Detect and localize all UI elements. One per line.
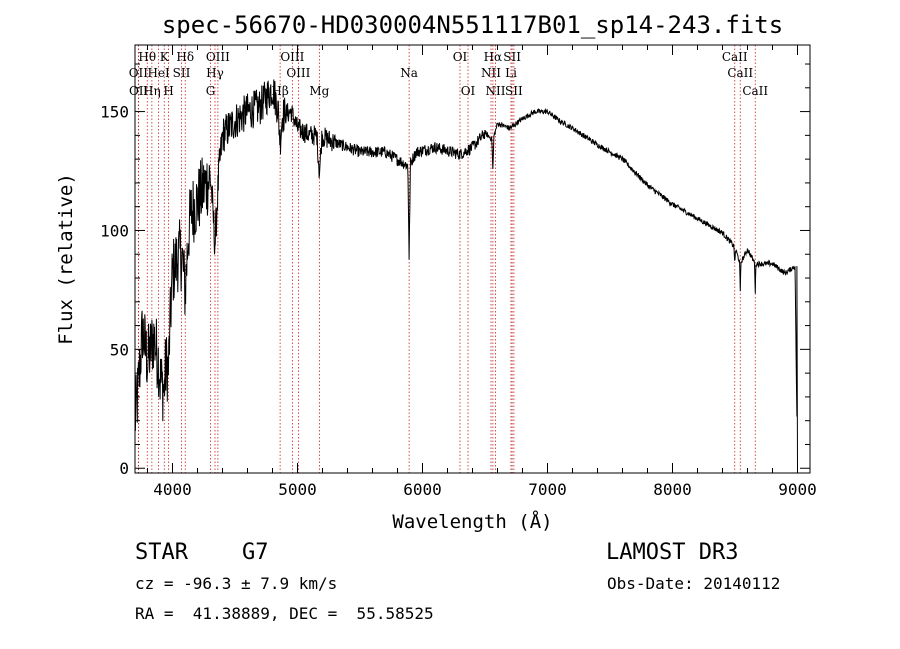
- line-label-K: K: [160, 50, 170, 64]
- line-label-SII: SII: [173, 66, 191, 80]
- axis-ticks: [135, 45, 810, 473]
- x-axis-label: Wavelength (Å): [392, 510, 552, 533]
- line-label-Hα: Hα: [484, 50, 503, 64]
- line-label-G: G: [206, 84, 216, 98]
- spectrum-line: [134, 79, 798, 469]
- object-class: STAR: [135, 540, 188, 565]
- spectral-subclass: G7: [242, 540, 269, 565]
- observation-date: Obs-Date: 20140112: [607, 574, 781, 593]
- line-label-Na: Na: [400, 66, 418, 80]
- line-label-OI: OI: [453, 50, 468, 64]
- x-tick-label: 8000: [653, 480, 692, 499]
- coordinates: RA = 41.38889, DEC = 55.58525: [135, 604, 434, 623]
- y-tick-label: 0: [119, 459, 129, 478]
- line-label-Mg: Mg: [309, 84, 329, 98]
- line-label-H: H: [163, 84, 173, 98]
- line-label-SII: SII: [505, 84, 523, 98]
- y-axis-label: Flux (relative): [55, 173, 77, 345]
- line-label-HeI: HeI: [147, 66, 170, 80]
- line-label-OII: OII: [129, 84, 149, 98]
- line-label-SII: SII: [503, 50, 521, 64]
- line-label-Li: Li: [505, 66, 517, 80]
- line-label-NII: NII: [481, 66, 501, 80]
- redshift-cz: cz = -96.3 ± 7.9 km/s: [135, 574, 338, 593]
- axis-tick-labels: 4000 5000 6000 7000 8000 9000 0 50 100 150: [100, 103, 817, 499]
- line-label-OIII: OIII: [206, 50, 230, 64]
- x-tick-label: 4000: [153, 480, 192, 499]
- survey-name: LAMOST DR3: [606, 540, 739, 565]
- line-label-CaII: CaII: [722, 50, 748, 64]
- y-tick-label: 50: [110, 340, 129, 359]
- line-label-Hθ: Hθ: [138, 50, 156, 64]
- line-label-OII: OII: [129, 66, 149, 80]
- chart-title: spec-56670-HD030004N551117B01_sp14-243.f…: [162, 11, 783, 39]
- line-label-OI: OI: [461, 84, 476, 98]
- x-tick-label: 6000: [403, 480, 442, 499]
- x-tick-label: 7000: [528, 480, 567, 499]
- y-tick-label: 100: [100, 221, 129, 240]
- y-tick-label: 150: [100, 103, 129, 122]
- line-label-Hγ: Hγ: [206, 66, 224, 80]
- line-label-CaII: CaII: [727, 66, 753, 80]
- line-label-Hδ: Hδ: [176, 50, 194, 64]
- x-tick-label: 5000: [278, 480, 317, 499]
- line-label-OIII: OIII: [280, 50, 304, 64]
- line-label-CaII: CaII: [742, 84, 768, 98]
- line-label-Hη: Hη: [143, 84, 161, 98]
- emission-line-markers: [137, 45, 756, 473]
- line-label-NII: NII: [486, 84, 506, 98]
- x-tick-label: 9000: [778, 480, 817, 499]
- line-label-OIII: OIII: [286, 66, 310, 80]
